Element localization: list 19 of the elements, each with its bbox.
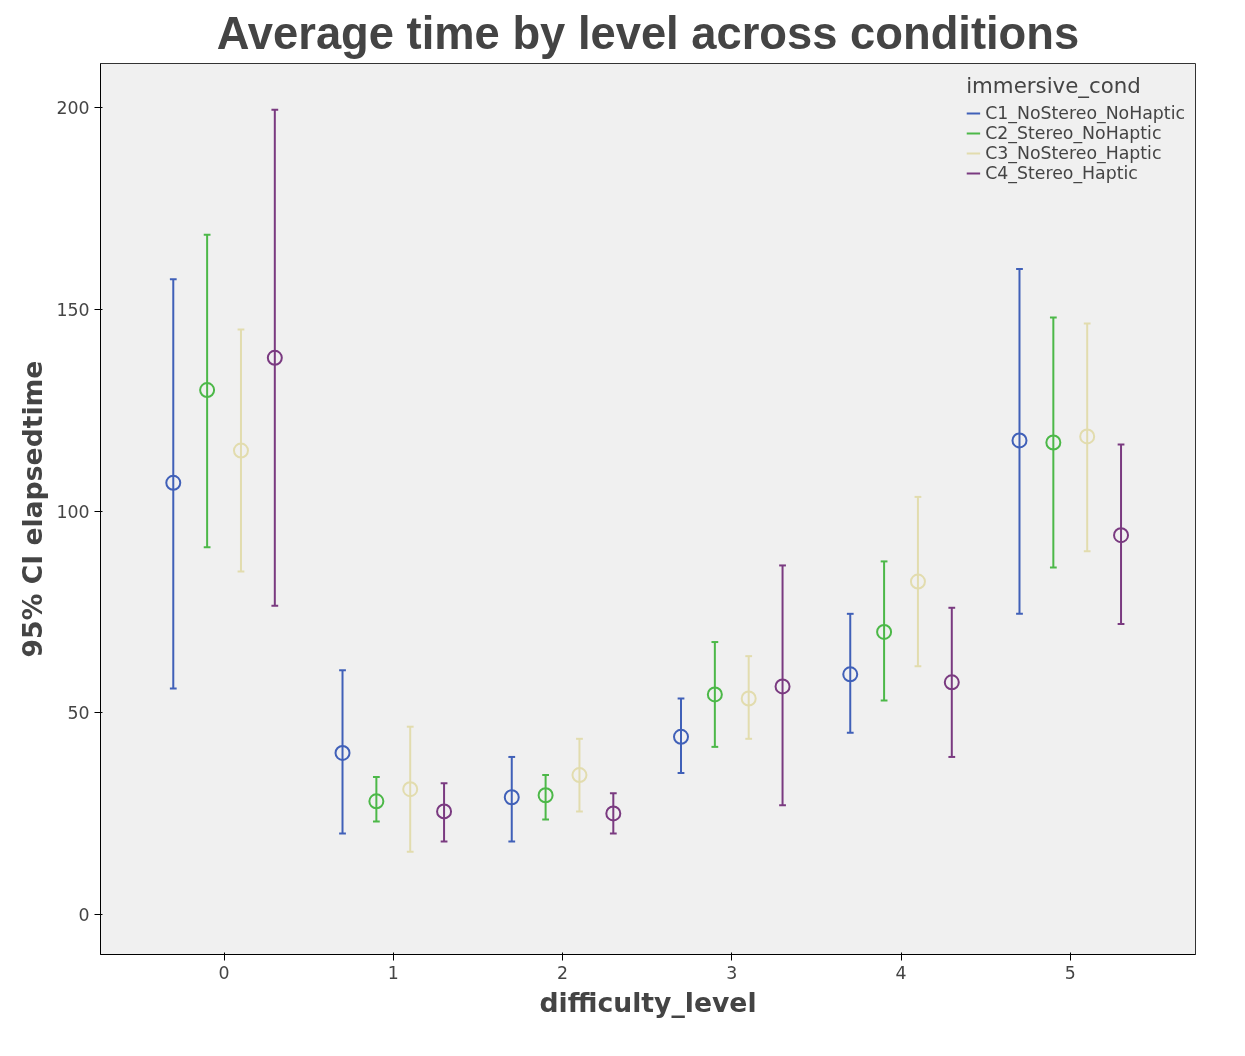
y-tick-label: 150 [56,299,90,320]
y-tick-label: 0 [78,904,90,925]
y-axis-title: 95% CI elapsedtime [17,360,49,658]
x-tick-label: 0 [218,962,230,983]
legend-label: C4_Stereo_Haptic [985,163,1138,183]
x-axis-title: difficulty_level [539,986,757,1018]
chart-title: Average time by level across conditions [216,7,1080,59]
y-tick-label: 100 [56,501,90,522]
x-tick-label: 4 [895,962,907,983]
x-tick-label: 5 [1064,962,1076,983]
legend-label: C3_NoStereo_Haptic [985,143,1162,163]
x-tick-label: 1 [387,962,399,983]
legend-label: C2_Stereo_NoHaptic [985,123,1162,143]
x-tick-label: 3 [726,962,738,983]
y-tick-label: 200 [56,98,90,119]
y-tick-label: 50 [67,703,90,724]
legend-label: C1_NoStereo_NoHaptic [985,103,1185,123]
x-tick-label: 2 [557,962,569,983]
legend-title: immersive_cond [966,73,1142,98]
